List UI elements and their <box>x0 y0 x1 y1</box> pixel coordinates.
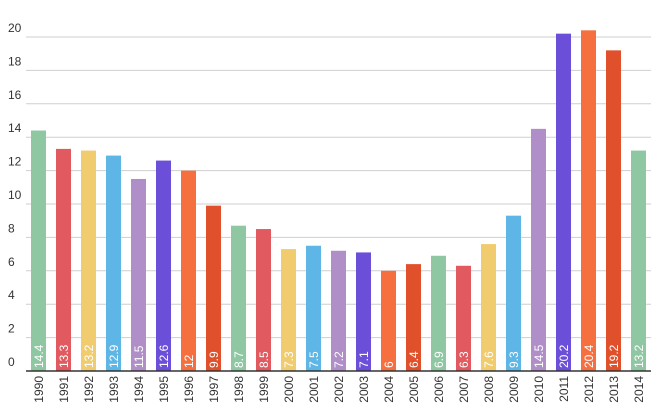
bar-2003 <box>356 252 371 371</box>
data-label-1995: 12.6 <box>157 344 171 368</box>
y-tick-label: 10 <box>8 188 22 202</box>
bar-2010 <box>531 128 546 371</box>
data-label-2000: 7.3 <box>282 351 296 368</box>
x-tick-label-2011: 2011 <box>557 376 571 402</box>
data-label-2014: 13.2 <box>632 344 646 368</box>
x-tick-label-1993: 1993 <box>107 376 121 403</box>
data-label-1994: 11.5 <box>132 345 146 368</box>
x-tick-label-1995: 1995 <box>157 376 171 403</box>
x-tick-label-1999: 1999 <box>257 376 271 403</box>
x-tick-label-2010: 2010 <box>532 376 546 403</box>
data-label-1998: 8.7 <box>232 351 246 368</box>
bar-1991 <box>56 148 71 371</box>
data-label-2008: 7.6 <box>482 351 496 368</box>
x-tick-label-1998: 1998 <box>232 376 246 403</box>
x-tick-label-1997: 1997 <box>207 376 221 403</box>
y-tick-label: 4 <box>8 288 15 302</box>
x-tick-label-1996: 1996 <box>182 376 196 403</box>
bar-2002 <box>331 250 346 371</box>
data-label-1993: 12.9 <box>107 344 121 368</box>
bar-2014 <box>631 150 646 371</box>
x-tick-label-2001: 2001 <box>307 376 321 403</box>
bar-2013 <box>606 50 621 372</box>
x-tick-label-2000: 2000 <box>282 376 296 403</box>
bar-1994 <box>131 178 146 371</box>
bar-2005 <box>406 264 421 371</box>
data-label-2009: 9.3 <box>507 351 521 368</box>
x-tick-label-1990: 1990 <box>32 376 46 403</box>
x-axis-tick-labels: 1990 1991 1992 1993 1994 1995 1996 1997 1998 1999… <box>32 376 646 403</box>
x-tick-label-2002: 2002 <box>332 376 346 403</box>
data-label-2010: 14.5 <box>532 344 546 368</box>
y-tick-label: 8 <box>8 221 15 235</box>
x-tick-label-1994: 1994 <box>132 376 146 403</box>
y-tick-label: 18 <box>8 54 22 68</box>
x-tick-label-2012: 2012 <box>582 376 596 403</box>
data-label-1990: 14.4 <box>32 344 46 368</box>
x-tick-label-2014: 2014 <box>632 376 646 403</box>
data-labels: 14.4 13.3 13.2 12.9 11.5 12.6 12 9.9 8.7 8.5 7.3 7.… <box>32 344 646 368</box>
data-label-2005: 6.4 <box>407 351 421 368</box>
y-tick-label: 2 <box>8 322 15 336</box>
y-tick-label: 14 <box>8 121 22 135</box>
x-tick-label-1992: 1992 <box>82 376 96 403</box>
x-tick-label-2009: 2009 <box>507 376 521 403</box>
y-axis-tick-labels: 0 2 4 6 8 10 12 14 16 18 20 <box>8 21 22 369</box>
data-label-1999: 8.5 <box>257 351 271 368</box>
x-tick-label-2013: 2013 <box>607 376 621 403</box>
x-tick-label-2004: 2004 <box>382 376 396 403</box>
y-tick-label: 12 <box>8 155 22 169</box>
x-tick-label-2006: 2006 <box>432 376 446 403</box>
bar-1993 <box>106 155 121 371</box>
bar-2009 <box>506 215 521 371</box>
bars <box>31 30 646 372</box>
data-label-1992: 13.2 <box>82 344 96 368</box>
bar-1992 <box>81 150 96 371</box>
bar-1998 <box>231 225 246 371</box>
bar-2012 <box>581 30 596 371</box>
x-tick-label-2007: 2007 <box>457 376 471 403</box>
data-label-2012: 20.4 <box>582 344 596 368</box>
data-label-2007: 6.3 <box>457 351 471 368</box>
data-label-1997: 9.9 <box>207 351 221 368</box>
x-tick-label-2008: 2008 <box>482 376 496 403</box>
bar-2006 <box>431 255 446 371</box>
bar-2008 <box>481 244 496 371</box>
data-label-2013: 19.2 <box>607 344 621 368</box>
bar-1997 <box>206 205 221 371</box>
y-tick-label: 16 <box>8 88 22 102</box>
y-tick-label: 0 <box>8 355 15 369</box>
data-label-2006: 6.9 <box>432 351 446 368</box>
data-label-2011: 20.2 <box>557 344 571 368</box>
bar-2011 <box>556 33 571 371</box>
bar-1995 <box>156 160 171 371</box>
bar-2004 <box>381 270 396 371</box>
y-tick-label: 20 <box>8 21 22 35</box>
data-label-1991: 13.3 <box>57 344 71 368</box>
x-tick-label-2003: 2003 <box>357 376 371 403</box>
data-label-2002: 7.2 <box>332 351 346 368</box>
bar-2000 <box>281 249 296 371</box>
bar-2007 <box>456 265 471 371</box>
y-tick-label: 6 <box>8 255 15 269</box>
bar-1999 <box>256 229 271 371</box>
x-tick-label-2005: 2005 <box>407 376 421 403</box>
x-tick-label-1991: 1991 <box>57 376 71 403</box>
data-label-2004: 6 <box>382 361 396 368</box>
bar-1990 <box>31 130 46 371</box>
data-label-1996: 12 <box>182 354 196 368</box>
data-label-2001: 7.5 <box>307 351 321 368</box>
bar-2001 <box>306 245 321 371</box>
bar-1996 <box>181 170 196 371</box>
grid-lines <box>26 36 651 339</box>
data-label-2003: 7.1 <box>357 351 371 368</box>
